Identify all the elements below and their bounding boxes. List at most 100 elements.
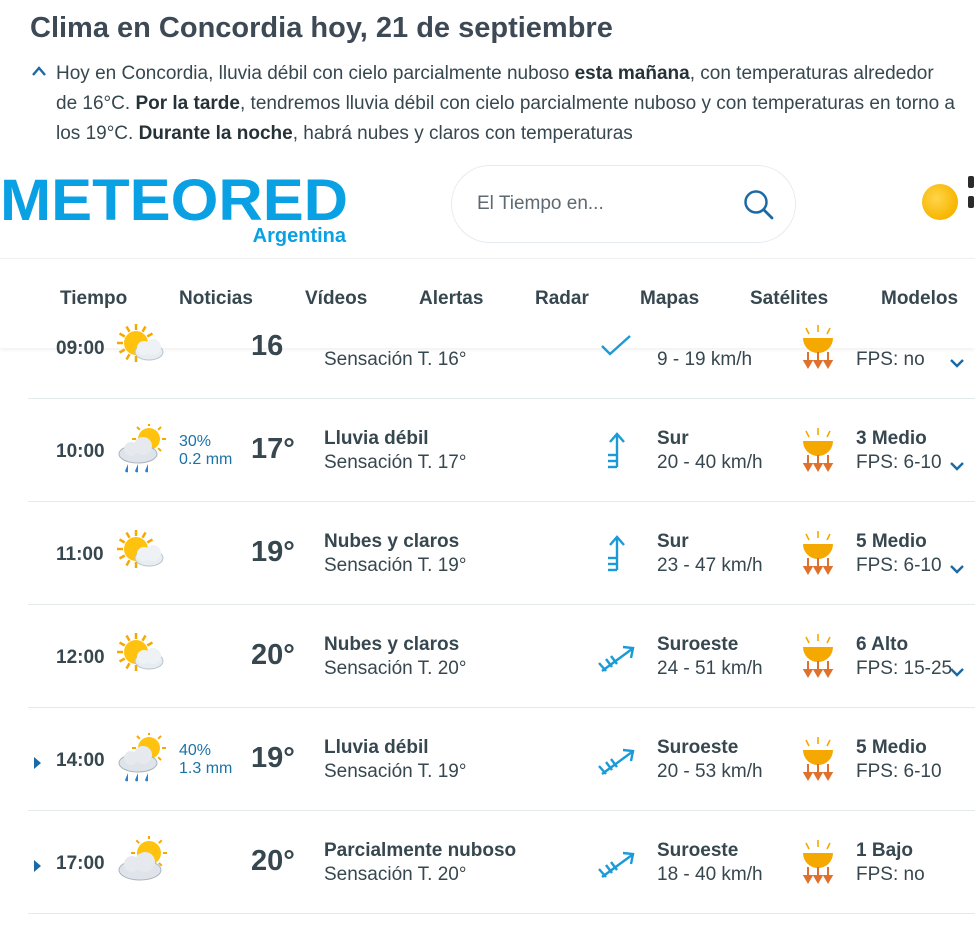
hour-time: 09:00 (56, 338, 105, 359)
expand-arrow-icon[interactable] (34, 860, 41, 872)
wind-speed: 24 - 51 km/h (657, 658, 763, 679)
wind-speed: 9 - 19 km/h (657, 349, 753, 370)
chevron-down-icon[interactable] (949, 356, 965, 368)
condition-label: Lluvia débil (324, 428, 429, 449)
search-box[interactable]: El Tiempo en... (451, 165, 796, 243)
forecast-intro: Clima en Concordia hoy, 21 de septiembre… (0, 0, 975, 160)
wind-southwest-icon (596, 841, 638, 885)
uv-sun-icon (800, 427, 836, 473)
uv-index: 6 Alto (856, 634, 909, 655)
wind-direction: Sur (657, 428, 689, 449)
logo-text: METEORED (0, 168, 348, 233)
table-row[interactable]: 12:00 20° Nubes y claros Sensación T. 20… (28, 605, 975, 708)
search-icon[interactable] (743, 189, 775, 221)
hour-time: 11:00 (56, 544, 104, 565)
partly-sunny-icon (116, 630, 168, 680)
wind-south-icon (596, 532, 638, 576)
site-header: METEORED Argentina El Tiempo en... (0, 156, 975, 258)
uv-index: 3 Medio (856, 428, 927, 449)
uv-sun-icon (800, 839, 836, 885)
condition-label: Parcialmente nuboso (324, 840, 517, 861)
nav-item-modelos[interactable]: Modelos (881, 288, 959, 309)
temperature: 20° (251, 845, 295, 877)
wind-southwest-icon (596, 635, 638, 679)
uv-index: 5 Medio (856, 737, 927, 758)
hour-time: 12:00 (56, 647, 105, 668)
hour-time: 10:00 (56, 441, 105, 462)
forecast-summary: Hoy en Concordia, lluvia débil con cielo… (56, 63, 955, 144)
table-row[interactable]: 10:00 30% 0.2 mm 17° Lluvia débil Sensaci… (28, 399, 975, 502)
chevron-down-icon[interactable] (949, 665, 965, 677)
feels-like: Sensación T. 19° (324, 761, 467, 782)
feels-like: Sensación T. 17° (324, 452, 467, 473)
wind-speed: 18 - 40 km/h (657, 864, 763, 885)
wind-direction: Sur (657, 531, 689, 552)
nav-item-satelites[interactable]: Satélites (750, 288, 829, 309)
wind-speed: 20 - 40 km/h (657, 452, 763, 473)
condition-label: Lluvia débil (324, 737, 429, 758)
main-nav: Tiempo Noticias Vídeos Alertas Radar Map… (0, 258, 975, 348)
wind-arrow-icon (596, 326, 638, 370)
wind-south-icon (596, 429, 638, 473)
partly-sunny-icon (116, 527, 168, 577)
nav-item-alertas[interactable]: Alertas (419, 288, 484, 309)
chevron-down-icon[interactable] (949, 459, 965, 471)
chevron-up-icon[interactable] (31, 64, 47, 78)
wind-southwest-icon (596, 738, 638, 782)
table-row[interactable]: 11:00 19° Nubes y claros Sensación T. 19… (28, 502, 975, 605)
search-placeholder[interactable]: El Tiempo en... (477, 193, 604, 214)
temperature: 16 (251, 330, 284, 362)
cloudy-sun-icon (116, 835, 168, 886)
uv-sun-icon (800, 736, 836, 782)
expand-arrow-icon[interactable] (34, 757, 41, 769)
hourly-forecast-list: 09:00 16 Sensación T. 16° 9 - 19 km/h FP… (0, 298, 975, 942)
sun-icon[interactable] (922, 184, 958, 220)
table-row[interactable]: 09:00 16 Sensación T. 16° 9 - 19 km/h FP… (28, 298, 975, 399)
feels-like: Sensación T. 19° (324, 555, 467, 576)
menu-edge (968, 176, 975, 221)
feels-like: Sensación T. 20° (324, 658, 467, 679)
uv-sun-icon (800, 530, 836, 576)
rain-probability: 30% 0.2 mm (179, 433, 233, 468)
rain-amount: 0.2 mm (179, 451, 233, 468)
wind-direction: Suroeste (657, 634, 739, 655)
hour-time: 17:00 (56, 853, 105, 874)
hour-time: 14:00 (56, 750, 105, 771)
uv-index: 5 Medio (856, 531, 927, 552)
rain-amount: 1.3 mm (179, 760, 233, 777)
feels-like: Sensación T. 16° (324, 349, 467, 370)
fps-value: FPS: 15-25 (856, 658, 953, 679)
logo-subtitle: Argentina (253, 225, 347, 246)
rain-probability: 40% 1.3 mm (179, 742, 233, 777)
fps-value: FPS: no (856, 349, 925, 370)
condition-label: Nubes y claros (324, 531, 460, 552)
wind-speed: 23 - 47 km/h (657, 555, 763, 576)
chevron-down-icon[interactable] (949, 562, 965, 574)
temperature: 17° (251, 433, 295, 465)
uv-sun-icon (800, 633, 836, 679)
condition-label: Nubes y claros (324, 634, 460, 655)
wind-speed: 20 - 53 km/h (657, 761, 763, 782)
partly-sunny-icon (116, 321, 168, 371)
nav-item-tiempo[interactable]: Tiempo (60, 288, 128, 309)
nav-item-videos[interactable]: Vídeos (305, 288, 368, 309)
page-title: Clima en Concordia hoy, 21 de septiembre (30, 12, 613, 44)
fps-value: FPS: 6-10 (856, 452, 942, 473)
wind-direction: Suroeste (657, 840, 739, 861)
nav-item-radar[interactable]: Radar (535, 288, 589, 309)
temperature: 20° (251, 639, 295, 671)
uv-index: 1 Bajo (856, 840, 914, 861)
temperature: 19° (251, 536, 295, 568)
nav-item-mapas[interactable]: Mapas (640, 288, 700, 309)
fps-value: FPS: no (856, 864, 925, 885)
meteored-logo[interactable]: METEORED Argentina (0, 166, 350, 246)
uv-sun-icon (800, 324, 836, 370)
rain-sun-icon (116, 422, 168, 474)
fps-value: FPS: 6-10 (856, 555, 942, 576)
rain-sun-icon (116, 731, 168, 783)
wind-direction: Suroeste (657, 737, 739, 758)
temperature: 19° (251, 742, 295, 774)
nav-item-noticias[interactable]: Noticias (179, 288, 253, 309)
table-row[interactable]: 14:00 40% 1.3 mm 19° Lluvia débil Sensaci… (28, 708, 975, 811)
table-row[interactable]: 17:00 20° Parcialmente nuboso Sensación … (28, 811, 975, 914)
